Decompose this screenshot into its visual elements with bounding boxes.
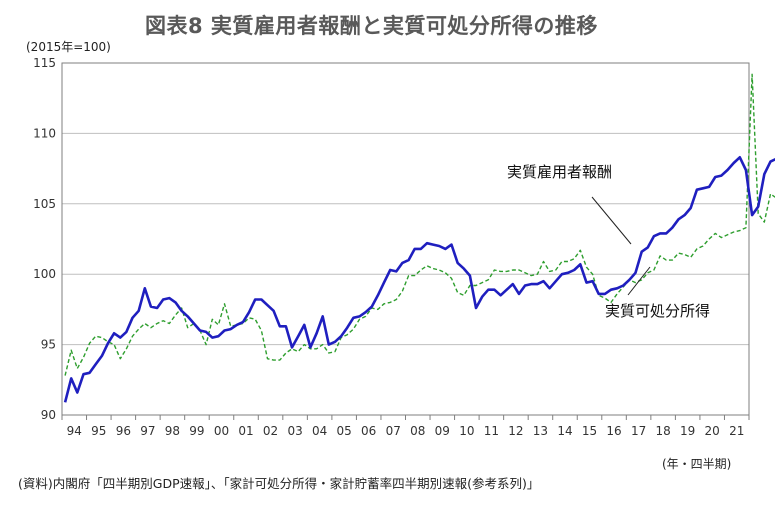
annotation-disposable-income: 実質可処分所得 (605, 302, 710, 320)
source-note: (資料)内閣府「四半期別GDP速報」、「家計可処分所得・家計貯蓄率四半期別速報(… (18, 476, 540, 491)
x-tick-label: 99 (189, 424, 204, 438)
x-tick-label: 96 (116, 424, 131, 438)
x-tick-label: 10 (459, 424, 474, 438)
plot-area-border (61, 62, 750, 416)
y-tick-label: 115 (33, 56, 56, 70)
y-tick-label: 100 (33, 267, 56, 281)
x-tick-label: 15 (582, 424, 597, 438)
series-line-disposable-income (64, 73, 775, 376)
x-tick-label: 16 (606, 424, 621, 438)
y-tick-label: 90 (41, 408, 56, 422)
x-tick-label: 17 (631, 424, 646, 438)
x-tick-label: 03 (287, 424, 302, 438)
x-tick-label: 21 (729, 424, 744, 438)
chart-title: 図表8 実質雇用者報酬と実質可処分所得の推移 (145, 14, 598, 38)
y-tick-label: 105 (33, 197, 56, 211)
x-tick-label: 20 (705, 424, 720, 438)
x-tick-label: 02 (263, 424, 278, 438)
annotation-employee-compensation: 実質雇用者報酬 (507, 163, 612, 181)
x-tick-label: 98 (165, 424, 180, 438)
x-tick-label: 12 (508, 424, 523, 438)
x-tick-label: 00 (214, 424, 229, 438)
x-axis-unit: (年・四半期) (662, 457, 732, 471)
x-tick-label: 14 (557, 424, 572, 438)
x-tick-label: 07 (386, 424, 401, 438)
y-axis-unit: (2015年=100) (26, 40, 111, 54)
x-tick-label: 01 (238, 424, 253, 438)
x-tick-label: 13 (533, 424, 548, 438)
x-tick-label: 06 (361, 424, 376, 438)
x-tick-label: 94 (67, 424, 82, 438)
annotation-leader-line (627, 266, 651, 296)
x-tick-label: 95 (91, 424, 106, 438)
x-tick-label: 08 (410, 424, 425, 438)
x-tick-label: 19 (680, 424, 695, 438)
annotation-leader-line (591, 196, 632, 245)
x-tick-label: 09 (435, 424, 450, 438)
x-tick-label: 11 (484, 424, 499, 438)
x-tick-label: 05 (337, 424, 352, 438)
x-tick-label: 04 (312, 424, 327, 438)
y-tick-label: 95 (41, 338, 56, 352)
x-tick-label: 97 (140, 424, 155, 438)
series-line-employee-compensation (63, 156, 775, 403)
x-tick-label: 18 (655, 424, 670, 438)
y-tick-label: 110 (33, 126, 56, 140)
